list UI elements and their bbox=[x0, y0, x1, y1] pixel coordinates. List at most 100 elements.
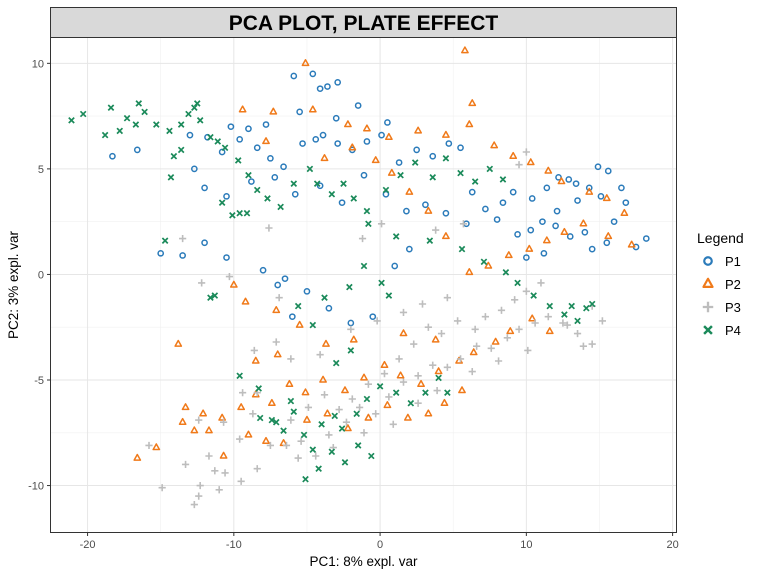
data-point-p4 bbox=[350, 195, 358, 202]
data-point-p4 bbox=[546, 302, 554, 310]
data-point-p4 bbox=[236, 209, 243, 217]
data-point-p3 bbox=[236, 435, 244, 443]
data-point-p3 bbox=[364, 380, 372, 388]
data-point-p2 bbox=[417, 379, 425, 387]
data-point-p4 bbox=[368, 452, 375, 460]
data-point-p1 bbox=[642, 235, 650, 242]
data-point-p1 bbox=[422, 201, 429, 209]
data-point-p4 bbox=[486, 165, 494, 173]
data-point-p3 bbox=[497, 306, 506, 314]
data-point-p1 bbox=[581, 228, 589, 236]
data-point-p2 bbox=[152, 443, 161, 451]
data-point-p4 bbox=[253, 186, 261, 194]
data-point-p3 bbox=[320, 391, 329, 399]
data-point-p2 bbox=[133, 453, 142, 461]
data-point-p3 bbox=[424, 323, 432, 331]
data-point-p3 bbox=[239, 389, 247, 397]
data-point-p1 bbox=[332, 114, 340, 122]
data-point-p3 bbox=[282, 441, 291, 450]
data-point-p4 bbox=[346, 283, 353, 291]
data-point-p4 bbox=[300, 431, 308, 439]
data-point-p4 bbox=[107, 104, 115, 111]
data-point-p3 bbox=[287, 355, 295, 363]
data-point-p2 bbox=[181, 403, 190, 411]
data-point-p2 bbox=[414, 126, 422, 134]
legend-key-p2 bbox=[702, 277, 714, 288]
data-point-p2 bbox=[273, 350, 282, 358]
data-point-p2 bbox=[490, 141, 499, 149]
data-point-p4 bbox=[378, 279, 385, 287]
data-point-p4 bbox=[290, 408, 298, 415]
data-point-p4 bbox=[193, 100, 201, 107]
data-point-p1 bbox=[604, 167, 612, 175]
data-point-p2 bbox=[199, 409, 207, 417]
x-axis-ticks: -20 -10 0 10 20 bbox=[80, 532, 679, 551]
data-point-p2 bbox=[469, 348, 478, 356]
data-point-p4 bbox=[588, 300, 596, 308]
data-point-p2 bbox=[560, 227, 569, 235]
data-point-p4 bbox=[502, 269, 510, 276]
data-point-p4 bbox=[340, 180, 347, 187]
data-point-p2 bbox=[251, 356, 260, 364]
data-point-p3 bbox=[358, 234, 367, 243]
data-point-p1 bbox=[157, 249, 165, 257]
data-point-p3 bbox=[559, 319, 567, 327]
data-point-p1 bbox=[539, 218, 546, 226]
data-point-p4 bbox=[363, 395, 371, 403]
data-point-p3 bbox=[215, 486, 223, 494]
data-point-p4 bbox=[207, 294, 214, 301]
data-point-p3 bbox=[563, 321, 571, 329]
data-point-p3 bbox=[198, 279, 206, 287]
data-point-p2 bbox=[323, 409, 332, 417]
data-point-p4 bbox=[338, 425, 346, 432]
data-point-p2 bbox=[528, 314, 537, 322]
data-point-p2 bbox=[491, 337, 500, 345]
data-point-p2 bbox=[364, 413, 373, 421]
data-point-p2 bbox=[371, 156, 380, 164]
data-point-p4 bbox=[290, 180, 298, 187]
data-point-p2 bbox=[405, 187, 414, 195]
data-point-p2 bbox=[218, 413, 227, 421]
data-point-p4 bbox=[332, 359, 340, 367]
data-point-p4 bbox=[196, 117, 204, 124]
data-point-p4 bbox=[435, 374, 442, 382]
data-point-p1 bbox=[442, 209, 450, 217]
data-point-p1 bbox=[319, 131, 327, 139]
data-point-p3 bbox=[196, 481, 204, 490]
panel-border bbox=[50, 37, 677, 533]
data-point-p3 bbox=[524, 346, 532, 355]
data-point-p1 bbox=[597, 192, 605, 200]
y-axis-ticks: -10 -5 0 5 10 bbox=[28, 58, 51, 493]
data-point-p4 bbox=[123, 114, 131, 122]
data-point-p4 bbox=[429, 174, 437, 181]
data-point-p2 bbox=[269, 107, 278, 115]
y-axis-title: PC2: 3% expl. var bbox=[6, 230, 21, 339]
data-point-p3 bbox=[414, 372, 422, 380]
data-point-p3 bbox=[598, 317, 607, 325]
legend: Legend P1 P2 P3 P4 bbox=[697, 230, 744, 338]
data-point-p3 bbox=[249, 410, 257, 418]
data-point-p1 bbox=[369, 313, 377, 321]
data-point-p4 bbox=[191, 104, 198, 111]
data-point-p1 bbox=[382, 190, 390, 198]
data-point-p2 bbox=[272, 305, 281, 314]
data-point-p2 bbox=[348, 143, 357, 151]
x-tick-label: 10 bbox=[520, 539, 532, 551]
data-point-p3 bbox=[443, 294, 451, 302]
data-point-p1 bbox=[274, 281, 282, 289]
data-point-p1 bbox=[347, 319, 355, 327]
data-point-p4 bbox=[207, 133, 214, 141]
data-point-p4 bbox=[166, 127, 173, 135]
data-point-p1 bbox=[218, 148, 226, 156]
data-point-p1 bbox=[523, 254, 530, 261]
data-point-p2 bbox=[238, 105, 247, 113]
data-point-p1 bbox=[413, 146, 421, 154]
data-point-p3 bbox=[253, 465, 261, 473]
data-point-p3 bbox=[395, 355, 403, 363]
data-point-p1 bbox=[543, 184, 551, 192]
data-point-p2 bbox=[526, 158, 535, 166]
data-point-p4 bbox=[561, 311, 568, 318]
data-point-p2 bbox=[384, 132, 393, 140]
data-point-p4 bbox=[221, 144, 229, 152]
